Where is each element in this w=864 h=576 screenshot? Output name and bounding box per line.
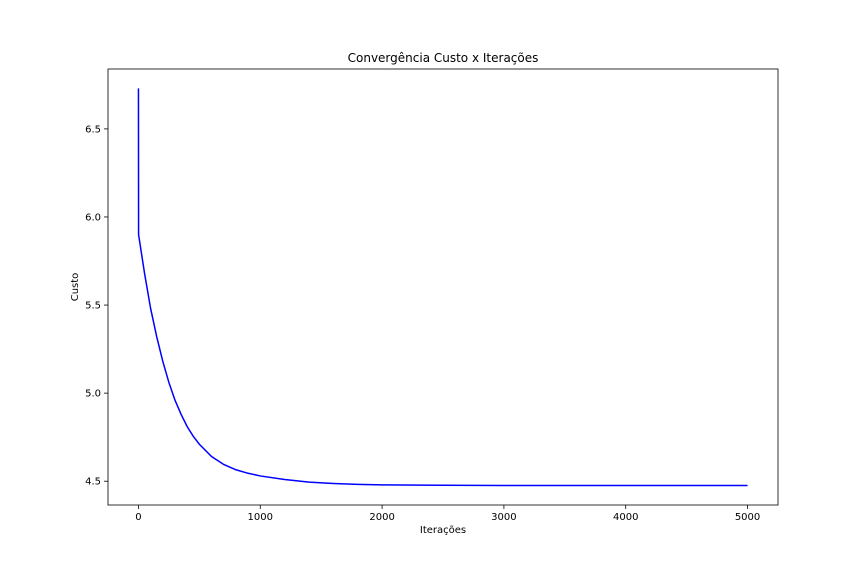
plot-frame	[107, 68, 779, 506]
y-axis-ticks: 4.5 5.0 5.5 6.0 6.5	[85, 124, 108, 488]
y-tick-label: 5.5	[85, 301, 101, 312]
series-line-cost	[137, 88, 748, 487]
y-tick-label: 4.5	[85, 477, 101, 488]
y-tick-label: 5.0	[85, 389, 101, 400]
x-tick-label: 3000	[491, 512, 516, 523]
y-axis-label: Custo	[70, 273, 81, 302]
plot-area	[107, 68, 779, 506]
y-tick-label: 6.0	[85, 212, 101, 223]
x-tick-label: 1000	[248, 512, 273, 523]
y-tick-label: 6.5	[85, 124, 101, 135]
x-tick-label: 2000	[369, 512, 394, 523]
x-tick-label: 5000	[735, 512, 760, 523]
x-tick-label: 4000	[613, 512, 638, 523]
x-axis-ticks: 0 1000 2000 3000 4000 5000	[135, 505, 760, 523]
x-tick-label: 0	[135, 512, 141, 523]
x-axis-label: Iterações	[420, 525, 466, 536]
chart-title: Convergência Custo x Iterações	[348, 51, 539, 65]
